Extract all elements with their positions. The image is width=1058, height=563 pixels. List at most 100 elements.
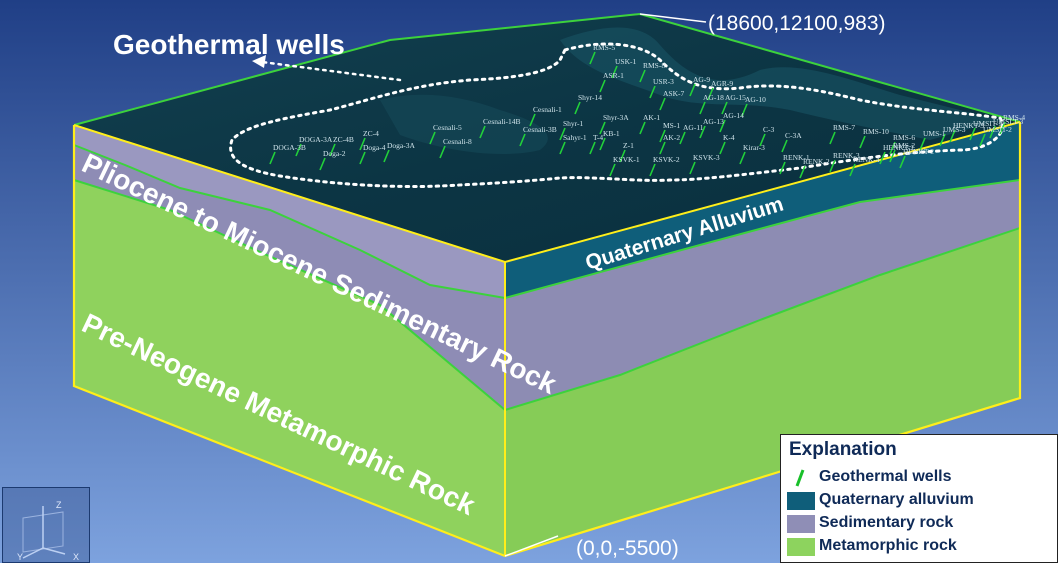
well-label: AG-11 (683, 123, 704, 132)
legend-label: Quaternary alluvium (819, 491, 974, 508)
geothermal-well-marker (649, 85, 656, 99)
well-markers (269, 51, 1006, 179)
geothermal-well-marker (359, 137, 366, 151)
geothermal-well-marker (679, 131, 686, 145)
well-label: KB-1 (603, 129, 620, 138)
geothermal-well-marker (599, 79, 606, 93)
geothermal-well-marker (689, 161, 696, 175)
bottom-corner-coordinate: (0,0,-5500) (576, 537, 679, 560)
well-label: Doga-3A (387, 141, 415, 150)
geothermal-well-marker (849, 163, 856, 177)
well-label: RMS-6 (893, 133, 915, 142)
geothermal-well-marker (439, 145, 446, 159)
terrain-hill (380, 94, 548, 155)
well-label: AGR-9 (711, 79, 733, 88)
geothermal-well-marker (589, 141, 596, 155)
well-label: AG-18 (703, 93, 724, 102)
geothermal-well-marker (599, 137, 606, 151)
geothermal-well-marker (829, 159, 836, 173)
legend-swatch (787, 538, 815, 556)
legend-item-metamorphic-rock: Metamorphic rock (785, 536, 1053, 558)
geothermal-well-marker (889, 141, 896, 155)
legend-label: Metamorphic rock (819, 537, 957, 554)
well-label: UMSIT-2 (983, 125, 1012, 134)
well-label: ZC-4B (333, 135, 354, 144)
geothermal-well-marker (319, 157, 326, 171)
axis-orientation-triad[interactable]: Z Y X (2, 487, 90, 563)
well-label: Shyr-14 (578, 93, 602, 102)
geothermal-well-marker (707, 87, 714, 101)
geothermal-well-marker (859, 135, 866, 149)
well-label: AG-14 (723, 111, 744, 120)
well-label: Z-1 (623, 141, 634, 150)
well-label: DOGA-3A (299, 135, 333, 144)
geothermal-well-marker (999, 121, 1006, 135)
well-label: AK-1 (643, 113, 660, 122)
geothermal-well-marker (899, 155, 906, 169)
legend-title: Explanation (789, 439, 897, 460)
well-label: USR-3 (653, 77, 674, 86)
boundary-side-sed-meta (504, 227, 1021, 411)
well-label: UMS-1 (923, 129, 946, 138)
legend-label: Sedimentary rock (819, 514, 954, 531)
well-label: DOGA-3B (273, 143, 306, 152)
well-field-outline (229, 42, 1004, 189)
geothermal-well-marker (989, 125, 996, 139)
well-label: ASK-7 (663, 89, 685, 98)
geothermal-well-marker (739, 151, 746, 165)
geothermal-well-marker (329, 143, 336, 157)
geothermal-well-marker (719, 141, 726, 155)
well-label: MS-1 (663, 121, 680, 130)
well-label: Cesnali-8 (443, 137, 472, 146)
geothermal-well-marker (721, 101, 728, 115)
well-label: KSVK-1 (613, 155, 640, 164)
side-alluvium-layer (505, 122, 1020, 298)
geothermal-well-marker (699, 101, 706, 115)
well-label: UMS-3 (943, 125, 966, 134)
bottom-coord-leader (504, 535, 559, 557)
well-label: RMS-8 (643, 61, 665, 70)
svg-text:Y: Y (17, 552, 23, 562)
svg-text:Z: Z (56, 500, 62, 510)
well-label: Cesnali-3B (523, 125, 557, 134)
geothermal-well-marker (979, 133, 986, 147)
well-label: Cesnali-1 (533, 105, 562, 114)
geothermal-well-marker (529, 113, 536, 127)
side-sedimentary-layer (505, 180, 1020, 410)
geothermal-well-marker (639, 121, 646, 135)
well-label: KSVK-2 (653, 155, 680, 164)
legend-item-sedimentary-rock: Sedimentary rock (785, 513, 1053, 535)
geothermal-well-marker (639, 69, 646, 83)
well-label: C-3A (785, 131, 802, 140)
geothermal-well-marker (781, 139, 788, 153)
well-label: ASR-1 (603, 71, 624, 80)
boundary-front-sed-meta (73, 179, 506, 411)
geothermal-well-marker (799, 165, 806, 179)
geothermal-well-marker (359, 151, 366, 165)
geothermal-well-marker (611, 65, 618, 79)
geothermal-well-marker (649, 163, 656, 177)
legend-swatch (787, 515, 815, 533)
geothermal-well-marker (879, 151, 886, 165)
well-label: Doga-2 (323, 149, 346, 158)
well-label: Cesnali-14B (483, 117, 521, 126)
geothermal-well-marker (889, 149, 896, 163)
well-label: RENK-1 (783, 153, 810, 162)
well-label: USK-1 (615, 57, 637, 66)
geothermal-well-marker (383, 149, 390, 163)
terrain-ridge (560, 27, 1000, 140)
geothermal-well-marker (559, 141, 566, 155)
well-label: Cesnali-5 (433, 123, 462, 132)
geothermal-well-marker (949, 129, 956, 143)
well-label: RMS-2 (893, 141, 915, 150)
well-label: AG-9 (693, 75, 710, 84)
front-metamorphic-layer (74, 180, 505, 556)
top-corner-coordinate: (18600,12100,983) (708, 12, 886, 35)
label-arrow-line (260, 60, 402, 82)
svg-text:X: X (73, 552, 79, 562)
well-icon (795, 469, 805, 487)
axis-triad-icon: Z Y X (17, 500, 79, 562)
legend-panel: Explanation Geothermal wells Quaternary … (780, 434, 1058, 563)
